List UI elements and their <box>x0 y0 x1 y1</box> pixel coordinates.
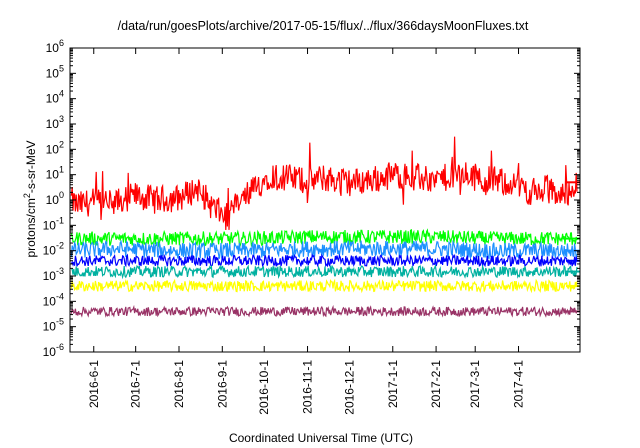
y-tick-base: 10 <box>43 218 57 232</box>
y-tick-base: 10 <box>43 244 57 258</box>
x-tick-label: 2016-6-1 <box>87 360 101 408</box>
y-tick-exp: -2 <box>56 241 64 251</box>
x-axis: 2016-6-1 2016-7-1 2016-8-1 2016-9-1 2016-10-… <box>87 48 526 415</box>
x-tick-label: 2016-9-1 <box>215 360 229 408</box>
y-tick-base: 10 <box>46 92 60 106</box>
y-axis: 10-610-510-410-310-210-11001011021031041… <box>43 38 580 359</box>
y-tick-exp: 3 <box>59 114 64 124</box>
series-line <box>70 304 578 318</box>
x-tick-label: 2016-8-1 <box>172 360 186 408</box>
y-tick-exp: 1 <box>59 165 64 175</box>
y-tick-base: 10 <box>43 269 57 283</box>
y-tick-label: 102 <box>46 139 64 156</box>
y-tick-label: 100 <box>46 190 64 207</box>
x-tick-label: 2017-3-1 <box>468 360 482 408</box>
series-traces <box>70 136 580 318</box>
x-tick-label: 2016-12-1 <box>342 360 356 415</box>
y-tick-base: 10 <box>43 345 57 359</box>
series-line <box>70 136 578 231</box>
x-tick-label: 2017-2-1 <box>429 360 443 408</box>
x-axis-label: Coordinated Universal Time (UTC) <box>229 431 413 445</box>
y-tick-exp: 0 <box>59 190 64 200</box>
y-tick-label: 10-4 <box>43 291 64 308</box>
y-tick-exp: -6 <box>56 342 64 352</box>
y-tick-base: 10 <box>46 193 60 207</box>
y-tick-exp: -4 <box>56 291 64 301</box>
y-tick-exp: -3 <box>56 266 64 276</box>
x-tick-label: 2016-10-1 <box>257 360 271 415</box>
y-tick-base: 10 <box>46 142 60 156</box>
x-tick-label: 2016-11-1 <box>301 360 315 414</box>
series-line <box>70 239 578 260</box>
y-tick-base: 10 <box>46 117 60 131</box>
series-line <box>71 263 578 280</box>
y-tick-label: 101 <box>46 165 64 182</box>
y-axis-label: protons/cm2-s-sr-MeV <box>22 140 38 257</box>
chart-title: /data/run/goesPlots/archive/2017-05-15/f… <box>118 19 529 33</box>
y-tick-label: 10-6 <box>43 342 64 359</box>
y-label-part: protons/cm <box>24 198 38 257</box>
y-tick-base: 10 <box>46 41 60 55</box>
y-label-part: -s-sr-MeV <box>24 140 38 193</box>
y-tick-label: 105 <box>46 63 64 80</box>
series-line <box>70 253 578 268</box>
y-tick-base: 10 <box>43 294 57 308</box>
series-line <box>70 278 578 294</box>
y-tick-label: 104 <box>46 89 64 106</box>
y-tick-base: 10 <box>46 168 60 182</box>
series-line <box>70 228 578 248</box>
y-tick-exp: -1 <box>56 215 64 225</box>
y-tick-label: 10-2 <box>43 241 64 258</box>
y-tick-base: 10 <box>43 320 57 334</box>
x-tick-label: 2016-7-1 <box>129 360 143 408</box>
x-tick-label: 2017-1-1 <box>386 360 400 408</box>
x-tick-label: 2017-4-1 <box>512 360 526 408</box>
y-tick-exp: 2 <box>59 139 64 149</box>
y-tick-exp: -5 <box>56 317 64 327</box>
y-tick-exp: 6 <box>59 38 64 48</box>
y-tick-label: 10-5 <box>43 317 64 334</box>
y-tick-label: 106 <box>46 38 64 55</box>
y-tick-exp: 5 <box>59 63 64 73</box>
y-tick-base: 10 <box>46 66 60 80</box>
y-tick-label: 10-1 <box>43 215 64 232</box>
y-label-sup: 2 <box>22 193 32 198</box>
y-tick-exp: 4 <box>59 89 64 99</box>
y-tick-label: 103 <box>46 114 64 131</box>
y-tick-label: 10-3 <box>43 266 64 283</box>
